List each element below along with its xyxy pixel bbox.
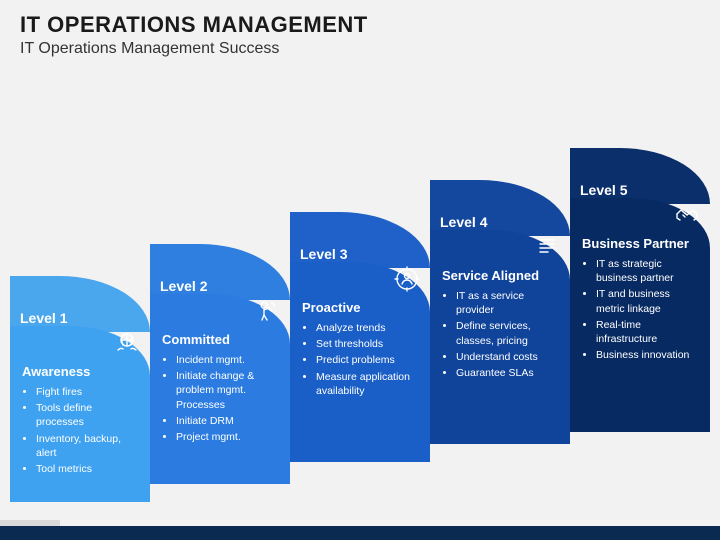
bullet-item: Guarantee SLAs (456, 366, 560, 380)
bullet-list: IT as a service providerDefine services,… (442, 289, 560, 380)
card-body: Awareness Fight fires Tools define process… (10, 326, 150, 502)
bullet-item: Tool metrics (36, 462, 140, 476)
bullet-list: IT as strategic business partnerIT and b… (582, 257, 700, 362)
bullet-item: Measure application availability (316, 370, 420, 398)
level-label: Level 2 (160, 278, 207, 294)
bullet-item: Project mgmt. (176, 430, 280, 444)
card-body: Service Aligned IT as a service providerD… (430, 230, 570, 444)
globe-hands-icon (114, 330, 140, 356)
bullet-item: Predict problems (316, 353, 420, 367)
card-body: Proactive Analyze trends Set thresholds Pre… (290, 262, 430, 462)
bullet-item: Tools define processes (36, 401, 140, 429)
bullet-item: IT as strategic business partner (596, 257, 700, 285)
level-tab: Level 5 (570, 148, 710, 204)
bullet-list: Analyze trends Set thresholds Predict prob… (302, 321, 420, 398)
level-label: Level 5 (580, 182, 627, 198)
level-tab: Level 4 (430, 180, 570, 236)
maturity-card: Level 4 Service Aligned IT as a service p… (430, 180, 570, 444)
bullet-item: IT and business metric linkage (596, 287, 700, 315)
level-tab: Level 1 (10, 276, 150, 332)
card-title: Service Aligned (442, 268, 560, 283)
level-tab: Level 3 (290, 212, 430, 268)
bullet-item: Initiate change & problem mgmt. Processe… (176, 369, 280, 412)
bullet-item: Define services, classes, pricing (456, 319, 560, 347)
level-label: Level 4 (440, 214, 487, 230)
bullet-item: Initiate DRM (176, 414, 280, 428)
level-tab: Level 2 (150, 244, 290, 300)
page-title: IT OPERATIONS MANAGEMENT (20, 12, 700, 38)
card-title: Awareness (22, 364, 140, 379)
bullet-item: Fight fires (36, 385, 140, 399)
bullet-item: Business innovation (596, 348, 700, 362)
maturity-card: Level 2 Committed Incident mgmt. Initiate … (150, 244, 290, 484)
card-body: Committed Incident mgmt. Initiate change &… (150, 294, 290, 484)
bullet-item: IT as a service provider (456, 289, 560, 317)
bullet-item: Analyze trends (316, 321, 420, 335)
header: IT OPERATIONS MANAGEMENT IT Operations M… (0, 0, 720, 62)
maturity-card: Level 3 Proactive Analyze trends Set thres… (290, 212, 430, 462)
bullet-item: Set thresholds (316, 337, 420, 351)
maturity-card: Level 1 Awareness Fight fires Tools define… (10, 276, 150, 502)
footer-bar (0, 526, 720, 540)
bullet-item: Understand costs (456, 350, 560, 364)
bullet-item: Incident mgmt. (176, 353, 280, 367)
card-title: Proactive (302, 300, 420, 315)
lines-icon (534, 234, 560, 260)
card-body: Business Partner IT as strategic business… (570, 198, 710, 432)
maturity-card: Level 5 Business Partner IT as strategic … (570, 148, 710, 432)
bullet-list: Incident mgmt. Initiate change & problem … (162, 353, 280, 444)
bullet-item: Inventory, backup, alert (36, 432, 140, 460)
card-title: Business Partner (582, 236, 700, 251)
page-subtitle: IT Operations Management Success (20, 40, 700, 58)
level-label: Level 3 (300, 246, 347, 262)
maturity-staircase: Level 1 Awareness Fight fires Tools define… (10, 60, 710, 516)
level-label: Level 1 (20, 310, 67, 326)
person-target-icon (394, 266, 420, 292)
card-title: Committed (162, 332, 280, 347)
bullet-item: Real-time infrastructure (596, 318, 700, 346)
handshake-icon (674, 202, 700, 228)
bullet-list: Fight fires Tools define processes Invento… (22, 385, 140, 476)
worker-icon (254, 298, 280, 324)
